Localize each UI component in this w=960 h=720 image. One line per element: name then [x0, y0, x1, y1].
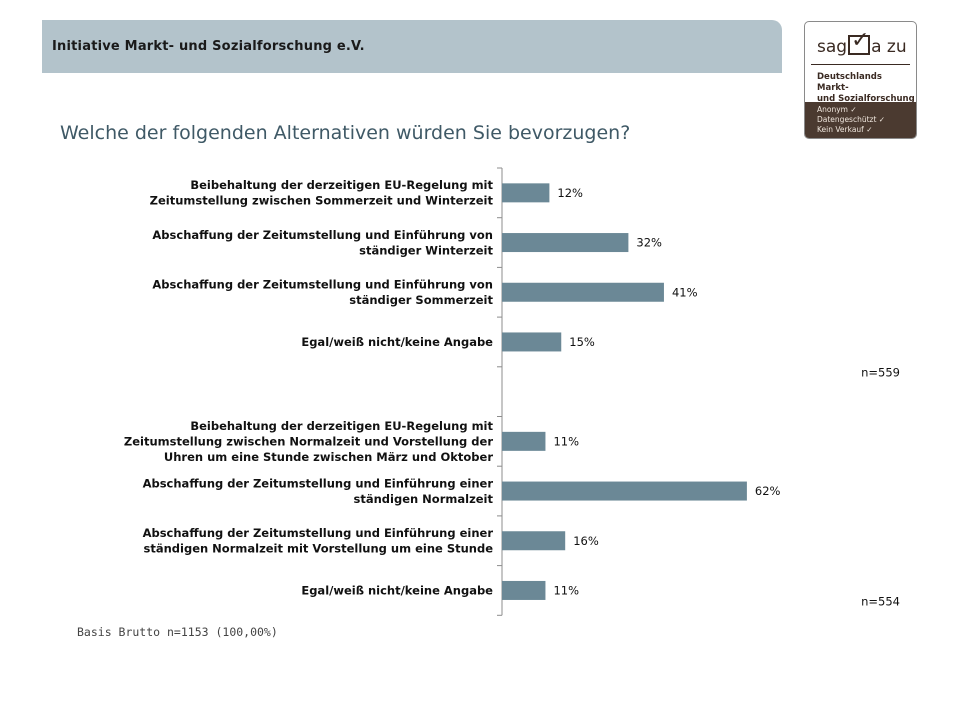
bar [502, 481, 747, 501]
logo-subtitle: Deutschlands Markt- und Sozialforschung [817, 72, 916, 105]
bar-value-label: 11% [553, 583, 579, 597]
category-label-line: ständiger Winterzeit [359, 243, 493, 257]
logo-subtitle-line2: und Sozialforschung [817, 94, 915, 104]
category-label-line: Beibehaltung der derzeitigen EU-Regelung… [190, 419, 493, 433]
bar-value-label: 16% [573, 534, 599, 548]
logo-footer-line1: Anonym ✓ [817, 105, 857, 114]
bar-value-label: 11% [553, 434, 579, 448]
bar [502, 183, 550, 203]
category-label-line: Egal/weiß nicht/keine Angabe [301, 583, 493, 597]
sample-size-label: n=559 [861, 366, 900, 380]
bar-value-label: 12% [557, 186, 583, 200]
bar [502, 580, 546, 600]
logo: sag ✓ a zu Deutschlands Markt- und Sozialf… [804, 21, 917, 139]
category-label-line: ständigen Normalzeit mit Vorstellung um … [144, 542, 494, 556]
header-bar: Initiative Markt- und Sozialforschung e.… [42, 20, 782, 73]
logo-footer-line3: Kein Verkauf ✓ [817, 125, 873, 134]
logo-brand-right: a zu [871, 37, 907, 57]
bar-value-label: 32% [636, 236, 662, 250]
category-label-line: Abschaffung der Zeitumstellung und Einfü… [143, 476, 494, 490]
category-label: Abschaffung der Zeitumstellung und Einfü… [152, 278, 493, 308]
category-label: Abschaffung der Zeitumstellung und Einfü… [152, 228, 493, 257]
bar-value-label: 15% [569, 335, 595, 349]
category-label: Beibehaltung der derzeitigen EU-Regelung… [124, 419, 494, 464]
category-label-line: ständigen Normalzeit [354, 492, 494, 506]
header-title: Initiative Markt- und Sozialforschung e.… [52, 39, 365, 54]
bar [502, 233, 629, 253]
bar-value-label: 62% [755, 484, 781, 498]
bar [502, 282, 664, 302]
basis-note: Basis Brutto n=1153 (100,00%) [77, 625, 278, 639]
sample-size-label: n=554 [861, 594, 900, 608]
bar [502, 531, 566, 551]
logo-brand-left: sag [817, 37, 848, 57]
category-label: Beibehaltung der derzeitigen EU-Regelung… [150, 178, 494, 208]
category-label-line: Zeitumstellung zwischen Sommerzeit und W… [150, 194, 494, 208]
category-label-line: Abschaffung der Zeitumstellung und Einfü… [152, 278, 493, 292]
category-label: Abschaffung der Zeitumstellung und Einfü… [143, 476, 494, 506]
logo-subtitle-line1: Deutschlands Markt- [817, 72, 882, 93]
category-label-line: Zeitumstellung zwischen Normalzeit und V… [124, 434, 493, 448]
category-label-line: ständiger Sommerzeit [349, 293, 493, 307]
category-label-line: Abschaffung der Zeitumstellung und Einfü… [152, 228, 493, 242]
category-label-line: Abschaffung der Zeitumstellung und Einfü… [143, 526, 494, 540]
question-title: Welche der folgenden Alternativen würden… [60, 122, 631, 144]
bar [502, 431, 546, 451]
logo-brand: sag ✓ a zu [817, 28, 907, 57]
category-label-line: Uhren um eine Stunde zwischen März und O… [164, 450, 493, 464]
category-label: Egal/weiß nicht/keine Angabe [301, 583, 493, 597]
category-label: Egal/weiß nicht/keine Angabe [301, 335, 493, 349]
bar [502, 332, 562, 352]
category-label-line: Beibehaltung der derzeitigen EU-Regelung… [190, 178, 493, 192]
category-label-line: Egal/weiß nicht/keine Angabe [301, 335, 493, 349]
logo-footer: Anonym ✓ Datengeschützt ✓ Kein Verkauf ✓ [805, 102, 916, 138]
checkbox-icon: ✓ [848, 28, 871, 55]
category-label: Abschaffung der Zeitumstellung und Einfü… [143, 526, 494, 556]
bar-value-label: 41% [672, 285, 698, 299]
logo-footer-line2: Datengeschützt ✓ [817, 115, 886, 124]
logo-divider [811, 64, 910, 65]
